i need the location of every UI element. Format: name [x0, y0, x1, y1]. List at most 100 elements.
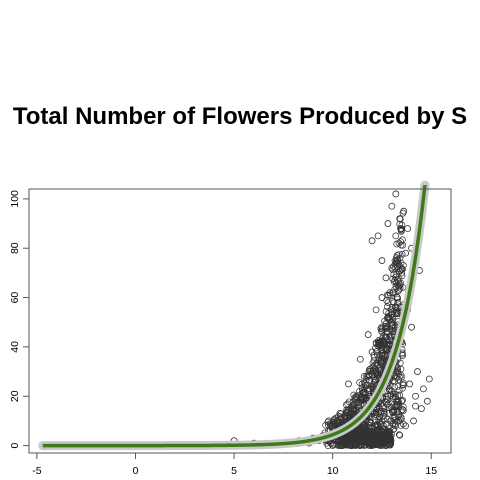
data-point	[392, 232, 400, 240]
data-point	[396, 254, 404, 262]
x-tick-label: 10	[327, 465, 339, 477]
data-point	[391, 403, 399, 411]
data-point	[348, 405, 356, 413]
data-point	[375, 427, 383, 435]
data-point	[362, 381, 369, 389]
fitted-curve	[42, 184, 427, 448]
data-point	[359, 389, 367, 397]
data-point	[387, 291, 394, 299]
y-tick-label: 60	[9, 292, 21, 304]
data-point	[370, 351, 378, 359]
confidence-band	[38, 180, 430, 451]
data-point	[408, 323, 415, 331]
data-point	[397, 225, 404, 232]
y-tick-label: 0	[9, 443, 21, 449]
data-point	[425, 375, 433, 383]
x-tick-label: 5	[231, 465, 237, 477]
data-point	[366, 418, 374, 425]
data-point	[386, 382, 394, 390]
data-point	[396, 215, 404, 223]
data-point	[389, 289, 396, 297]
data-point	[399, 384, 406, 392]
data-point	[418, 405, 425, 412]
data-point	[339, 436, 346, 443]
data-point	[347, 441, 355, 448]
data-point	[352, 435, 360, 443]
data-point	[345, 380, 352, 388]
data-point	[387, 391, 395, 399]
data-point	[389, 317, 396, 325]
data-point	[335, 420, 342, 428]
data-point	[380, 436, 387, 444]
data-point	[398, 250, 406, 258]
data-point	[389, 298, 397, 305]
data-point	[347, 404, 355, 412]
data-point	[389, 420, 397, 427]
data-point	[389, 275, 397, 283]
data-point	[392, 190, 400, 198]
data-point	[394, 382, 402, 390]
data-point	[402, 422, 410, 430]
data-point	[385, 400, 392, 407]
data-point	[391, 390, 399, 398]
data-point	[338, 441, 346, 449]
plot-frame	[28, 188, 452, 454]
data-point	[395, 287, 402, 295]
data-point	[384, 303, 391, 311]
x-tick-label: 15	[425, 465, 437, 477]
data-point	[322, 421, 330, 429]
data-point	[353, 427, 361, 435]
data-point	[393, 270, 401, 278]
data-point	[385, 310, 392, 317]
data-point	[378, 257, 386, 264]
data-point	[372, 344, 379, 352]
data-point	[385, 385, 393, 393]
data-point	[406, 380, 413, 388]
data-point	[423, 397, 431, 405]
data-point	[377, 409, 385, 417]
data-point	[367, 430, 375, 438]
data-point	[347, 407, 354, 415]
data-point	[400, 262, 407, 269]
data-point	[399, 284, 407, 291]
data-point	[345, 398, 353, 406]
data-point	[394, 367, 401, 374]
data-point	[392, 303, 399, 310]
data-point	[370, 438, 378, 446]
data-point	[399, 379, 407, 387]
data-point	[333, 440, 341, 448]
data-point	[393, 293, 401, 301]
data-point	[419, 385, 427, 393]
data-point	[378, 325, 386, 333]
data-point	[394, 276, 401, 284]
data-point	[393, 240, 401, 248]
data-point	[336, 409, 344, 417]
data-point	[382, 274, 390, 282]
data-point	[365, 372, 373, 380]
data-point	[340, 439, 348, 447]
data-point	[365, 372, 372, 380]
data-point	[375, 415, 383, 423]
data-point	[388, 264, 396, 272]
data-point	[395, 251, 403, 259]
data-point	[384, 299, 392, 306]
data-point	[336, 413, 344, 421]
data-point	[410, 417, 417, 425]
data-point	[384, 314, 391, 322]
y-tick-label: 80	[9, 242, 21, 254]
data-point	[394, 299, 402, 306]
data-point	[367, 419, 375, 427]
data-point	[377, 429, 384, 437]
data-point	[397, 238, 404, 245]
data-point	[369, 359, 377, 367]
data-point	[412, 392, 419, 400]
data-point	[391, 285, 399, 293]
data-point	[384, 396, 391, 404]
data-point	[399, 396, 406, 404]
data-point	[381, 398, 389, 406]
data-point	[386, 334, 394, 341]
y-tick-label: 20	[9, 390, 21, 402]
data-point	[356, 429, 364, 436]
